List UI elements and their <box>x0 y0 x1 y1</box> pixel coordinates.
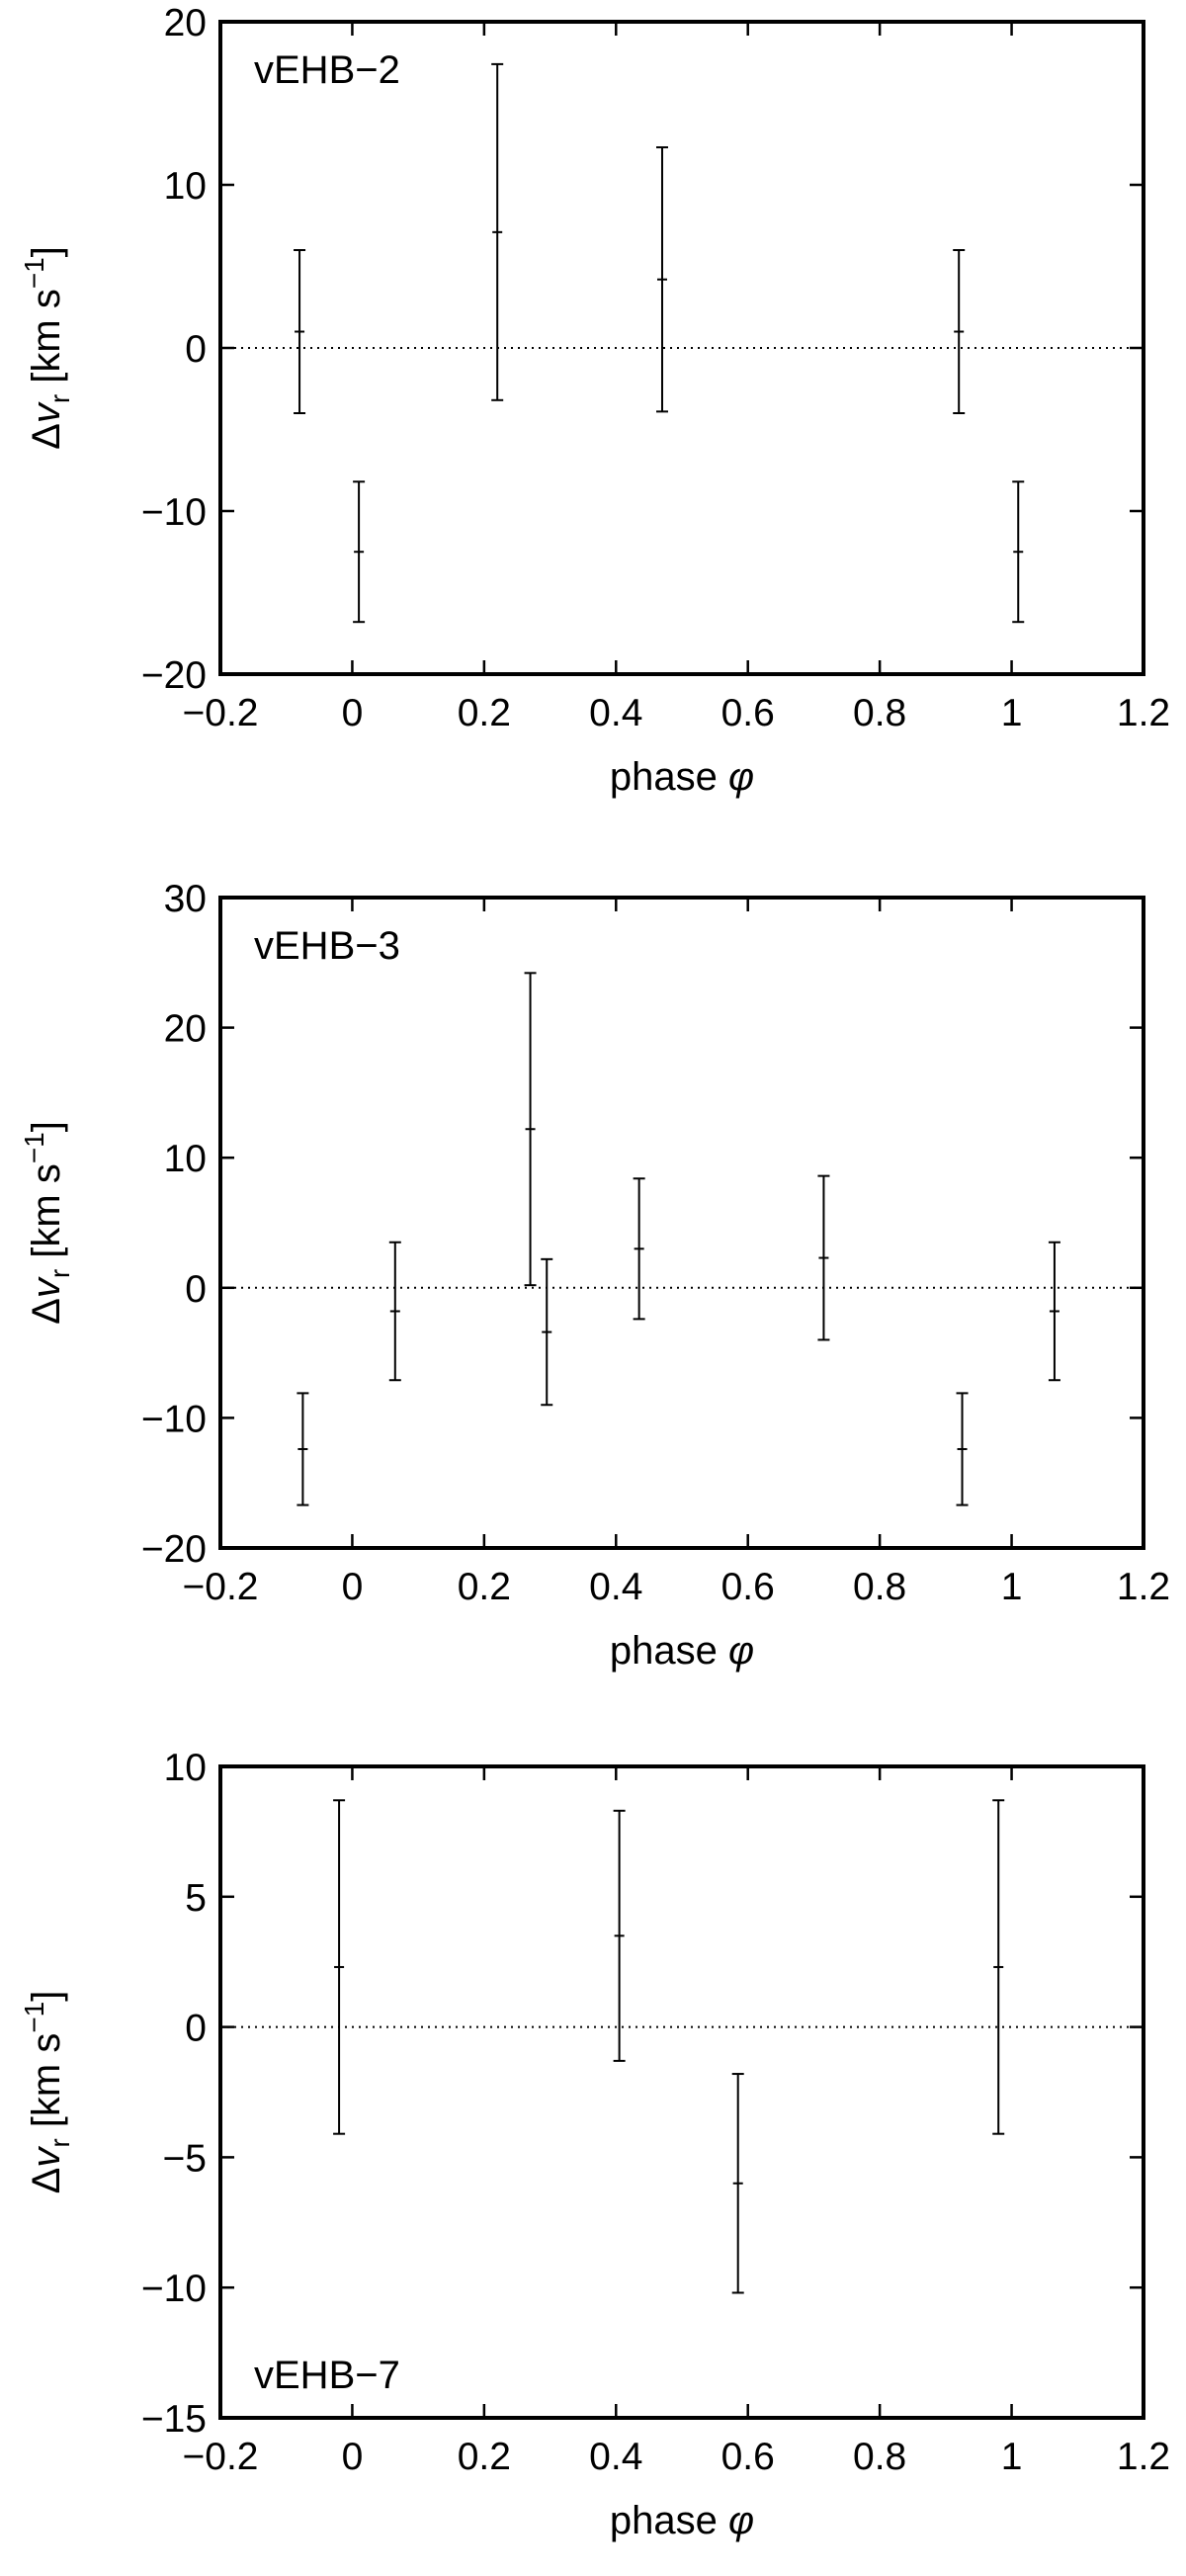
y-tick-label: 20 <box>164 2 207 44</box>
data-point <box>992 1799 1005 2135</box>
x-tick-label: 0.8 <box>853 692 906 734</box>
x-axis-title: phase φ <box>610 1629 754 1673</box>
x-tick-label: 0.8 <box>853 1566 906 1608</box>
data-point <box>333 1799 346 2135</box>
x-tick-label: 1.2 <box>1117 692 1170 734</box>
data-point <box>353 480 366 624</box>
y-tick-label: 30 <box>164 878 207 920</box>
y-tick-label: 5 <box>185 1877 207 1920</box>
y-tick-label: 10 <box>164 165 207 208</box>
plot-frame <box>218 20 1145 676</box>
y-tick-label: 20 <box>164 1008 207 1051</box>
x-axis-title: phase φ <box>610 2499 754 2542</box>
y-tick-label: −20 <box>141 1528 207 1571</box>
y-tick-label: −10 <box>141 1398 207 1440</box>
data-point <box>296 1392 309 1506</box>
x-tick-label: 1 <box>1001 1566 1023 1608</box>
data-point <box>655 146 668 413</box>
x-tick-label: 1.2 <box>1117 1566 1170 1608</box>
x-tick-label: 1 <box>1001 692 1023 734</box>
y-axis-title: Δvr [km s−1] <box>19 1991 75 2194</box>
panel-label: vEHB−7 <box>254 2354 400 2397</box>
x-tick-label: 0.8 <box>853 2436 906 2478</box>
data-point <box>953 249 966 414</box>
y-tick-label: 0 <box>185 328 207 371</box>
x-tick-label: −0.2 <box>183 1566 259 1608</box>
x-tick-label: −0.2 <box>183 2436 259 2478</box>
x-tick-label: −0.2 <box>183 692 259 734</box>
chart-panel-3: −0.2 0 0.2 0.4 0.6 0.8 1 1.2 −15 −10 −5 0 5 10 vEHB−7 p… <box>19 1747 1170 2542</box>
x-tick-label: 0 <box>342 1566 364 1608</box>
x-tick-label: 0 <box>342 2436 364 2478</box>
x-tick-label: 0.4 <box>589 2436 642 2478</box>
data-point <box>388 1241 401 1382</box>
y-tick-label: −10 <box>141 491 207 534</box>
data-point <box>1048 1241 1060 1382</box>
x-tick-label: 0.4 <box>589 692 642 734</box>
y-tick-label: 0 <box>185 2008 207 2050</box>
y-tick-label: 10 <box>164 1138 207 1180</box>
data-point <box>1012 480 1025 624</box>
x-tick-label: 0.2 <box>458 1566 511 1608</box>
chart-panel-1: −0.2 0 0.2 0.4 0.6 0.8 1 1.2 −20 −10 0 10 20 vEHB−2 ph… <box>19 2 1170 799</box>
y-tick-label: −20 <box>141 654 207 697</box>
x-tick-label: 1 <box>1001 2436 1023 2478</box>
y-tick-label: −15 <box>141 2398 207 2441</box>
x-tick-label: 0.6 <box>721 2436 775 2478</box>
x-tick-label: 0.6 <box>721 692 775 734</box>
chart-panel-2: −0.2 0 0.2 0.4 0.6 0.8 1 1.2 −20 −10 0 10 20 30 vEHB−3… <box>19 878 1170 1673</box>
data-point <box>294 249 306 414</box>
y-axis-title: Δvr [km s−1] <box>19 246 75 450</box>
panel-label: vEHB−2 <box>254 48 400 92</box>
y-tick-label: 0 <box>185 1268 207 1311</box>
y-tick-label: −5 <box>163 2137 207 2180</box>
y-tick-label: 10 <box>164 1747 207 1789</box>
x-axis-title: phase φ <box>610 755 754 799</box>
x-tick-label: 0.6 <box>721 1566 775 1608</box>
data-point <box>541 1257 553 1407</box>
plot-frame <box>218 896 1145 1550</box>
data-point <box>524 972 537 1287</box>
data-point <box>633 1177 645 1321</box>
x-tick-label: 0.2 <box>458 692 511 734</box>
data-point <box>731 2073 744 2294</box>
x-tick-label: 0 <box>342 692 364 734</box>
x-tick-label: 0.2 <box>458 2436 511 2478</box>
data-point <box>491 62 504 401</box>
x-tick-label: 0.4 <box>589 1566 642 1608</box>
data-point <box>817 1174 830 1341</box>
data-point <box>956 1392 969 1506</box>
y-axis-title: Δvr [km s−1] <box>19 1121 75 1325</box>
plot-frame <box>218 1764 1145 2420</box>
panel-label: vEHB−3 <box>254 924 400 968</box>
data-point <box>613 1809 626 2062</box>
x-tick-label: 1.2 <box>1117 2436 1170 2478</box>
y-tick-label: −10 <box>141 2268 207 2310</box>
